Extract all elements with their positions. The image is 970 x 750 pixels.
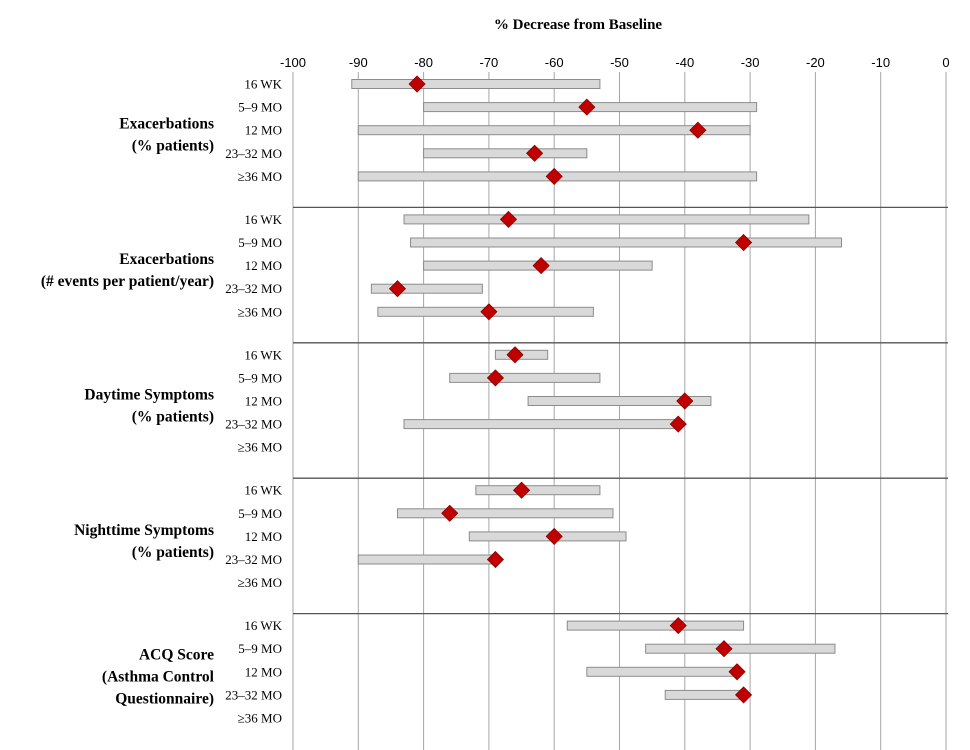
value-marker	[486, 550, 504, 569]
value-marker	[499, 210, 518, 228]
group-labels: Exacerbations (% patients) Exacerbations (#…	[41, 116, 215, 708]
x-tick-label: -20	[806, 55, 825, 70]
range-bar	[566, 620, 745, 631]
range-bar	[351, 79, 601, 89]
value-marker	[669, 415, 687, 433]
value-marker	[512, 481, 531, 499]
value-marker	[689, 121, 707, 139]
range-bar	[586, 666, 738, 677]
row-label: 23–32 MO	[225, 146, 282, 161]
value-marker	[578, 98, 596, 116]
value-marker	[735, 686, 753, 704]
group-separators	[293, 206, 948, 615]
row-label: 5–9 MO	[238, 235, 282, 250]
row-label: ≥36 MO	[238, 711, 282, 726]
range-bar	[475, 485, 601, 496]
range-bar	[449, 372, 601, 383]
value-marker	[441, 504, 459, 522]
group-label-line: ACQ Score	[139, 646, 214, 663]
group-label-line: Questionnaire)	[115, 690, 214, 707]
group-label-line: Daytime Symptoms	[84, 387, 214, 404]
x-tick-label: -10	[871, 55, 890, 70]
value-marker	[486, 369, 504, 387]
group-label-line: (% patients)	[132, 138, 214, 155]
value-marker	[669, 617, 687, 635]
range-bar	[423, 148, 588, 159]
x-tick-label: -90	[349, 55, 368, 70]
grid-lines	[292, 72, 947, 750]
row-label: 12 MO	[245, 258, 282, 273]
row-labels: 16 WK 5–9 MO 12 MO 23–32 MO ≥36 MO 16 WK 5–9 M…	[225, 77, 282, 726]
row-label: ≥36 MO	[238, 575, 282, 590]
range-bar	[396, 508, 614, 519]
group-label-line: Exacerbations	[119, 116, 214, 133]
row-label: 23–32 MO	[225, 552, 282, 567]
value-marker	[545, 527, 563, 545]
row-label: 23–32 MO	[225, 281, 282, 296]
value-marker	[728, 663, 746, 681]
x-tick-label: -100	[280, 55, 306, 70]
group-label-line: (# events per patient/year)	[41, 273, 214, 290]
row-label: 12 MO	[245, 664, 282, 679]
x-tick-label: -60	[545, 55, 564, 70]
row-label: 16 WK	[244, 618, 282, 633]
group-label-line: (Asthma Control	[102, 668, 215, 685]
x-tick-label: -70	[480, 55, 499, 70]
value-marker	[676, 392, 694, 410]
group-label-line: Exacerbations	[119, 251, 214, 268]
value-marker	[735, 233, 753, 252]
row-label: 12 MO	[245, 394, 282, 409]
row-label: ≥36 MO	[238, 304, 282, 319]
value-marker	[715, 640, 733, 658]
row-label: 5–9 MO	[238, 506, 282, 521]
range-bar	[645, 643, 836, 654]
range-bar	[527, 396, 712, 406]
value-marker	[526, 144, 544, 162]
row-label: 12 MO	[245, 123, 282, 138]
row-label: 16 WK	[244, 77, 282, 92]
value-marker	[480, 303, 498, 321]
range-bar	[357, 125, 751, 136]
group-label-line: (% patients)	[132, 544, 214, 561]
group-label-line: (% patients)	[132, 409, 214, 426]
row-label: ≥36 MO	[238, 169, 282, 184]
row-label: 16 WK	[244, 212, 282, 227]
range-bar	[664, 689, 745, 700]
row-label: 16 WK	[244, 483, 282, 498]
x-tick-label: -30	[741, 55, 760, 70]
range-bar	[403, 214, 810, 225]
range-bar	[410, 237, 843, 248]
x-tick-label: -50	[610, 55, 629, 70]
row-label: 23–32 MO	[225, 687, 282, 702]
row-label: 16 WK	[244, 347, 282, 362]
x-tick-label: -40	[675, 55, 694, 70]
value-marker	[388, 280, 407, 298]
row-label: 23–32 MO	[225, 417, 282, 432]
row-label: 5–9 MO	[238, 100, 282, 115]
row-label: 12 MO	[245, 529, 282, 544]
row-label: 5–9 MO	[238, 370, 282, 385]
row-label: 5–9 MO	[238, 641, 282, 656]
x-tick-label: 0	[942, 55, 949, 70]
value-marker	[545, 167, 563, 185]
range-bar	[357, 554, 496, 565]
value-marker	[408, 75, 426, 93]
value-marker	[532, 257, 550, 275]
x-axis-ticks: -100 -90 -80 -70 -60 -50 -40 -30 -20 -10 0	[280, 55, 950, 70]
range-bar	[370, 283, 483, 294]
range-bars	[351, 79, 843, 700]
value-marker	[506, 346, 524, 364]
value-markers	[388, 75, 753, 704]
group-label-line: Nighttime Symptoms	[74, 522, 214, 539]
chart-title: % Decrease from Baseline	[494, 17, 662, 33]
x-tick-label: -80	[414, 55, 433, 70]
row-label: ≥36 MO	[238, 440, 282, 455]
range-bar	[403, 419, 679, 430]
